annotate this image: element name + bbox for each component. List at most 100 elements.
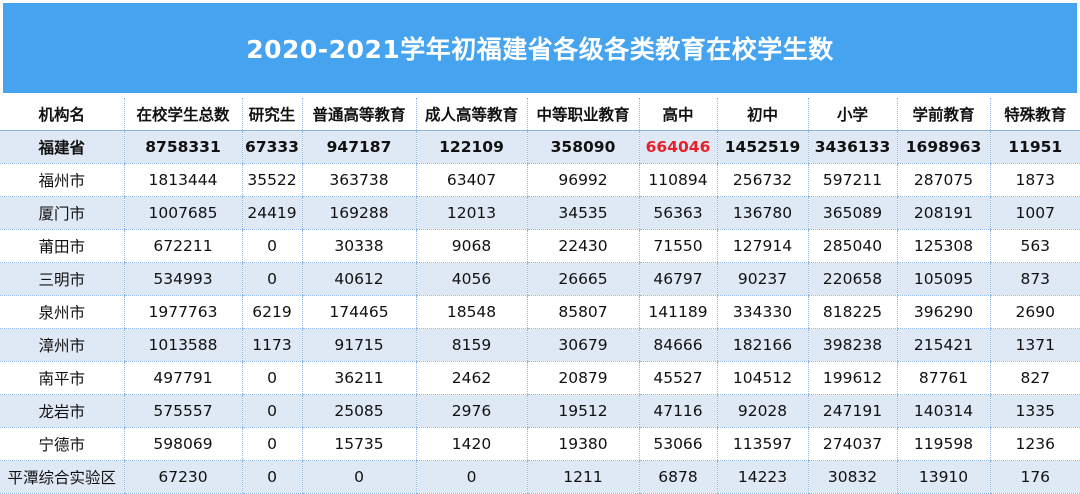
table-cell: 45527	[638, 361, 717, 395]
table-cell: 398238	[807, 328, 897, 362]
table-cell: 1013588	[123, 328, 242, 362]
table-row: 三明市 534993 0 40612 4056 26665 46797 90237 220658…	[0, 262, 1080, 296]
header-junior-high: 初中	[716, 98, 808, 131]
table-cell: 0	[241, 361, 302, 395]
table-cell: 1873	[989, 163, 1080, 197]
table-cell: 0	[241, 262, 302, 296]
table-cell: 1371	[989, 328, 1080, 362]
table-cell: 6219	[241, 295, 302, 329]
table-cell: 105095	[896, 262, 990, 296]
table-cell: 63407	[415, 163, 527, 197]
table-cell: 358090	[526, 130, 639, 164]
table-cell: 9068	[415, 229, 527, 263]
table-cell: 13910	[896, 460, 990, 494]
table-cell: 67230	[123, 460, 242, 494]
table-cell: 119598	[896, 427, 990, 461]
table-cell: 6878	[638, 460, 717, 494]
table-cell: 8159	[415, 328, 527, 362]
table-cell: 53066	[638, 427, 717, 461]
table-cell: 47116	[638, 394, 717, 428]
table-cell: 334330	[716, 295, 808, 329]
table-cell: 15735	[301, 427, 416, 461]
table-cell: 122109	[415, 130, 527, 164]
row-label: 莆田市	[0, 229, 124, 263]
table-cell: 30679	[526, 328, 639, 362]
table-cell: 363738	[301, 163, 416, 197]
table-cell: 365089	[807, 196, 897, 230]
table-cell: 497791	[123, 361, 242, 395]
header-total-students: 在校学生总数	[123, 98, 242, 131]
table-cell: 575557	[123, 394, 242, 428]
table-cell: 2976	[415, 394, 527, 428]
table-cell: 46797	[638, 262, 717, 296]
header-row: 机构名 在校学生总数 研究生 普通高等教育 成人高等教育 中等职业教育 高中 初…	[0, 98, 1080, 131]
table-cell: 14223	[716, 460, 808, 494]
province-total-row: 福建省 8758331 67333 947187 122109 358090 6…	[0, 130, 1080, 164]
table-cell: 1420	[415, 427, 527, 461]
table-cell: 25085	[301, 394, 416, 428]
table-cell: 220658	[807, 262, 897, 296]
row-label: 平潭综合实验区	[0, 460, 124, 494]
table-cell: 274037	[807, 427, 897, 461]
table-cell: 256732	[716, 163, 808, 197]
row-label: 三明市	[0, 262, 124, 296]
table-cell: 8758331	[123, 130, 242, 164]
table-cell: 285040	[807, 229, 897, 263]
table-cell: 169288	[301, 196, 416, 230]
table-cell: 113597	[716, 427, 808, 461]
table-row: 平潭综合实验区 67230 0 0 0 1211 6878 14223 30832 13910 17…	[0, 460, 1080, 494]
table-cell: 91715	[301, 328, 416, 362]
table-row: 龙岩市 575557 0 25085 2976 19512 47116 92028 247191…	[0, 394, 1080, 428]
table-cell: 24419	[241, 196, 302, 230]
header-postgraduate: 研究生	[241, 98, 302, 131]
table-row: 泉州市 1977763 6219 174465 18548 85807 141189 3343…	[0, 295, 1080, 329]
table-cell: 0	[241, 394, 302, 428]
table-cell: 34535	[526, 196, 639, 230]
table-row: 宁德市 598069 0 15735 1420 19380 53066 113597 27403…	[0, 427, 1080, 461]
table-cell: 208191	[896, 196, 990, 230]
table-cell: 1698963	[896, 130, 990, 164]
table-cell: 1007	[989, 196, 1080, 230]
table-cell: 40612	[301, 262, 416, 296]
header-primary-school: 小学	[807, 98, 897, 131]
table-cell: 12013	[415, 196, 527, 230]
table-cell: 0	[415, 460, 527, 494]
highlighted-cell: 664046	[638, 130, 717, 164]
table-cell: 1236	[989, 427, 1080, 461]
table-cell: 1977763	[123, 295, 242, 329]
table-cell: 18548	[415, 295, 527, 329]
header-regular-higher-education: 普通高等教育	[301, 98, 416, 131]
table-cell: 110894	[638, 163, 717, 197]
table-cell: 85807	[526, 295, 639, 329]
table-cell: 22430	[526, 229, 639, 263]
table-cell: 947187	[301, 130, 416, 164]
table-cell: 0	[241, 427, 302, 461]
table-cell: 818225	[807, 295, 897, 329]
table-cell: 827	[989, 361, 1080, 395]
table-cell: 247191	[807, 394, 897, 428]
table-cell: 1335	[989, 394, 1080, 428]
table-row: 厦门市 1007685 24419 169288 12013 34535 56363 1367…	[0, 196, 1080, 230]
table-cell: 56363	[638, 196, 717, 230]
table-cell: 4056	[415, 262, 527, 296]
table-cell: 26665	[526, 262, 639, 296]
table-cell: 174465	[301, 295, 416, 329]
header-special-education: 特殊教育	[989, 98, 1080, 131]
header-institution: 机构名	[0, 98, 124, 131]
table-row: 莆田市 672211 0 30338 9068 22430 71550 127914 28504…	[0, 229, 1080, 263]
table-cell: 215421	[896, 328, 990, 362]
table-cell: 396290	[896, 295, 990, 329]
row-label: 南平市	[0, 361, 124, 395]
table-cell: 2462	[415, 361, 527, 395]
table-cell: 84666	[638, 328, 717, 362]
row-label: 龙岩市	[0, 394, 124, 428]
table-cell: 0	[301, 460, 416, 494]
header-secondary-vocational: 中等职业教育	[526, 98, 639, 131]
table-cell: 141189	[638, 295, 717, 329]
table-cell: 1452519	[716, 130, 808, 164]
table-cell: 125308	[896, 229, 990, 263]
table-cell: 672211	[123, 229, 242, 263]
table-row: 南平市 497791 0 36211 2462 20879 45527 104512 19961…	[0, 361, 1080, 395]
table-cell: 534993	[123, 262, 242, 296]
